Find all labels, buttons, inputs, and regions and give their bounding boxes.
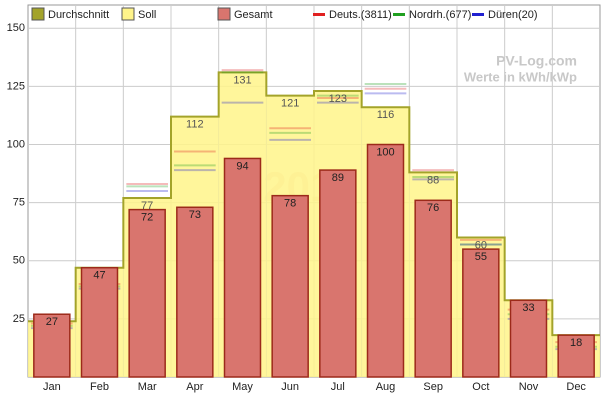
bar bbox=[462, 248, 500, 378]
x-tick-label: Jul bbox=[331, 381, 345, 393]
x-tick-label: Sep bbox=[423, 381, 443, 393]
y-tick-label: 125 bbox=[7, 80, 25, 92]
legend-swatch bbox=[313, 13, 325, 16]
legend-swatch bbox=[393, 13, 405, 16]
y-tick-label: 150 bbox=[7, 22, 25, 34]
bar-value-label: 100 bbox=[376, 146, 394, 158]
x-tick-label: Oct bbox=[472, 381, 489, 393]
x-tick-label: May bbox=[232, 381, 253, 393]
durchschnitt-step bbox=[28, 71, 600, 337]
legend-swatch bbox=[31, 7, 45, 21]
legend-swatch bbox=[217, 7, 231, 21]
bar bbox=[223, 157, 262, 378]
bar bbox=[557, 334, 595, 378]
soll-value-label: 88 bbox=[427, 174, 439, 186]
x-tick-label: Jun bbox=[281, 381, 299, 393]
bar-value-label: 33 bbox=[522, 302, 534, 314]
soll-value-label: 60 bbox=[475, 239, 487, 251]
legend-label: Düren(20) bbox=[488, 9, 538, 21]
bar-value-label: 55 bbox=[475, 251, 487, 263]
soll-value-label: 77 bbox=[141, 200, 153, 212]
bar-value-label: 27 bbox=[46, 316, 58, 328]
soll-value-label: 121 bbox=[281, 98, 299, 110]
legend-label: Gesamt bbox=[234, 9, 273, 21]
y-tick-label: 50 bbox=[13, 255, 25, 267]
bar bbox=[271, 194, 309, 378]
y-tick-label: 75 bbox=[13, 197, 25, 209]
subtitle: Werte in kWh/kWp bbox=[464, 69, 577, 84]
watermark: PV-Log.com bbox=[496, 53, 577, 69]
bar bbox=[414, 199, 452, 378]
soll-value-label: 131 bbox=[233, 74, 251, 86]
soll-value-label: 116 bbox=[377, 109, 395, 121]
x-tick-label: Dec bbox=[566, 381, 586, 393]
x-tick-label: Nov bbox=[519, 381, 539, 393]
bar-value-label: 76 bbox=[427, 202, 439, 214]
bar bbox=[128, 208, 166, 378]
bar bbox=[80, 266, 119, 378]
bar-value-label: 73 bbox=[189, 209, 201, 221]
x-tick-label: Jan bbox=[43, 381, 61, 393]
legend-label: Deuts.(3811) bbox=[329, 9, 392, 21]
bar bbox=[366, 143, 405, 378]
x-tick-label: Apr bbox=[186, 381, 203, 393]
bar-value-label: 47 bbox=[93, 270, 105, 282]
bar-value-label: 72 bbox=[141, 212, 153, 224]
legend-label: Nordrh.(677) bbox=[409, 9, 471, 21]
bar bbox=[509, 299, 548, 378]
bar-value-label: 94 bbox=[236, 160, 248, 172]
legend-swatch bbox=[472, 13, 484, 16]
y-tick-label: 25 bbox=[13, 313, 25, 325]
bar bbox=[319, 169, 357, 378]
legend-label: Durchschnitt bbox=[48, 9, 109, 21]
bar-value-label: 18 bbox=[570, 337, 582, 349]
bar-value-label: 89 bbox=[332, 172, 344, 184]
y-tick-label: 100 bbox=[7, 138, 25, 150]
bar bbox=[33, 313, 71, 378]
soll-value-label: 112 bbox=[186, 119, 204, 131]
x-tick-label: Feb bbox=[90, 381, 109, 393]
x-tick-label: Mar bbox=[138, 381, 157, 393]
soll-value-label: 123 bbox=[329, 93, 347, 105]
x-tick-label: Aug bbox=[376, 381, 396, 393]
bar bbox=[176, 206, 214, 378]
legend-swatch bbox=[121, 7, 135, 21]
bar-value-label: 78 bbox=[284, 198, 296, 210]
legend-label: Soll bbox=[138, 9, 156, 21]
